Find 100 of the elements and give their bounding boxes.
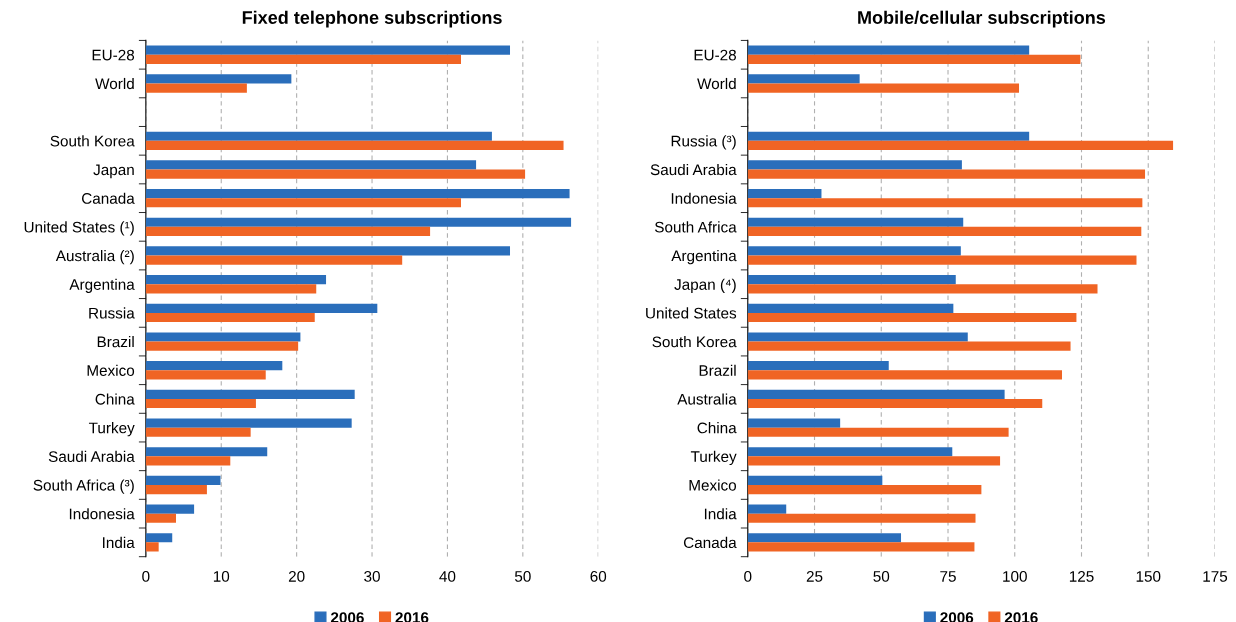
bar — [145, 475, 221, 485]
y-tick-label: Argentina — [69, 278, 135, 293]
bar — [747, 226, 1142, 237]
bar — [747, 275, 956, 285]
bar — [145, 303, 378, 313]
y-tick-label: China — [697, 422, 737, 434]
bar — [145, 217, 572, 227]
bar — [145, 513, 177, 523]
bar — [145, 246, 511, 256]
y-tick-label: Saudi Arabia — [650, 163, 737, 176]
y-tick-label: Brazil — [97, 336, 134, 348]
y-tick-label: South Africa (³) — [33, 479, 134, 494]
bar — [145, 226, 431, 237]
y-tick-label: Japan — [93, 164, 134, 179]
bar — [747, 389, 1005, 399]
x-tick-label: 10 — [213, 570, 230, 582]
legend-label: 2016 — [395, 612, 429, 622]
y-tick-label: United States — [646, 307, 737, 319]
chart-title: Fixed telephone subscriptions — [242, 10, 502, 28]
x-tick-label: 100 — [1003, 570, 1027, 582]
bar — [747, 140, 1174, 150]
y-tick-label: EU-28 — [92, 49, 135, 61]
x-tick-label: 30 — [364, 570, 380, 582]
bar — [145, 533, 173, 543]
bar — [747, 74, 860, 84]
y-tick-label: Canada — [82, 192, 135, 204]
bar — [747, 370, 1063, 380]
bar — [747, 504, 787, 514]
y-tick-label: World — [697, 77, 736, 90]
y-tick-label: China — [95, 393, 135, 405]
y-tick-label: Russia — [89, 307, 135, 319]
bar — [747, 198, 1143, 208]
bar — [747, 513, 976, 523]
y-tick-label: Mexico — [87, 364, 135, 376]
bar — [747, 341, 1071, 351]
y-tick-label: Turkey — [690, 450, 737, 466]
bar — [747, 427, 1009, 437]
bar — [747, 54, 1081, 64]
y-tick-label: United States (¹) — [24, 221, 134, 236]
bar — [747, 447, 953, 457]
x-tick-label: 0 — [142, 570, 150, 582]
bar — [145, 140, 564, 150]
bar — [145, 312, 315, 323]
y-tick-label: Indonesia — [69, 508, 135, 520]
bar — [145, 169, 526, 179]
y-tick-label: Canada — [683, 536, 737, 549]
y-tick-label: Mexico — [689, 479, 737, 491]
x-tick-label: 20 — [288, 570, 305, 582]
y-tick-label: South Africa — [654, 221, 737, 233]
y-tick-label: India — [704, 508, 737, 520]
bar — [747, 312, 1077, 323]
x-tick-label: 40 — [439, 570, 456, 582]
bar — [145, 198, 461, 208]
x-tick-label: 175 — [1203, 571, 1228, 582]
bar — [747, 217, 964, 227]
bar — [747, 533, 902, 543]
y-tick-label: World — [95, 77, 134, 90]
bar — [747, 361, 889, 371]
bar — [747, 484, 982, 495]
bar — [145, 389, 355, 399]
y-tick-label: India — [103, 536, 135, 549]
y-tick-label: Saudi Arabia — [48, 450, 135, 462]
bar — [145, 398, 256, 409]
bar — [145, 542, 159, 552]
x-tick-label: 50 — [514, 570, 531, 582]
bar — [747, 45, 1030, 55]
bar — [747, 246, 961, 256]
legend-label: 2006 — [940, 612, 974, 622]
y-tick-label: Australia (²) — [55, 250, 134, 265]
bar — [145, 45, 511, 55]
bar — [145, 131, 492, 141]
bar — [145, 74, 292, 84]
bar — [747, 303, 954, 313]
y-tick-label: Australia — [677, 393, 737, 405]
x-tick-label: 75 — [940, 571, 956, 582]
y-tick-label: Russia (³) — [671, 135, 736, 150]
bar — [747, 418, 841, 428]
bar — [145, 447, 268, 457]
bar — [145, 427, 251, 437]
y-tick-label: South Korea — [652, 336, 737, 348]
y-tick-label: Japan (⁴) — [674, 278, 736, 293]
bar — [747, 189, 822, 199]
y-tick-label: Turkey — [88, 422, 135, 437]
bar — [145, 83, 247, 93]
y-tick-label: EU-28 — [694, 49, 737, 61]
x-tick-label: 125 — [1069, 570, 1094, 582]
bar — [145, 255, 403, 265]
bar — [145, 275, 327, 285]
bar — [747, 475, 883, 485]
x-tick-label: 150 — [1136, 570, 1161, 582]
bar — [747, 332, 968, 342]
bar — [747, 284, 1098, 294]
x-tick-label: 25 — [806, 570, 823, 582]
bar — [145, 341, 299, 351]
bar — [145, 189, 570, 199]
bar — [145, 284, 317, 294]
bar — [145, 370, 266, 380]
bar — [747, 398, 1043, 409]
bar — [747, 542, 975, 552]
bar — [747, 169, 1146, 179]
